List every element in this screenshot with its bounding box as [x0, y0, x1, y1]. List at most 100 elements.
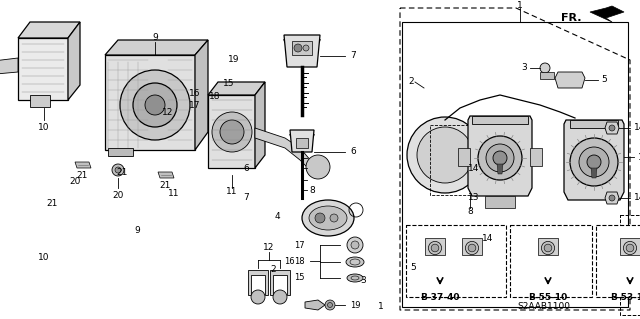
Bar — [402, 22, 628, 307]
Circle shape — [486, 144, 514, 172]
Circle shape — [493, 151, 507, 165]
Circle shape — [115, 167, 121, 173]
Polygon shape — [18, 22, 80, 38]
Polygon shape — [284, 35, 320, 67]
Circle shape — [623, 241, 637, 255]
Text: 6: 6 — [350, 147, 356, 157]
Circle shape — [212, 112, 252, 152]
Text: 21: 21 — [116, 168, 127, 177]
Circle shape — [540, 63, 550, 73]
Bar — [406, 225, 506, 297]
Bar — [108, 148, 133, 156]
Circle shape — [330, 214, 338, 222]
Text: 10: 10 — [38, 123, 50, 132]
Text: 21: 21 — [159, 182, 171, 190]
Ellipse shape — [347, 274, 363, 282]
Text: 16: 16 — [284, 256, 295, 265]
Circle shape — [303, 45, 309, 51]
Circle shape — [544, 244, 552, 252]
Polygon shape — [620, 238, 640, 255]
Polygon shape — [564, 120, 624, 200]
Bar — [540, 72, 554, 79]
Text: 17: 17 — [189, 101, 201, 110]
Circle shape — [325, 300, 335, 310]
Polygon shape — [538, 238, 558, 255]
Text: 21: 21 — [76, 172, 88, 181]
Polygon shape — [75, 162, 91, 168]
Bar — [485, 196, 515, 208]
Polygon shape — [255, 128, 312, 172]
Polygon shape — [105, 40, 208, 55]
Circle shape — [347, 237, 363, 253]
Text: 17: 17 — [294, 241, 305, 249]
Circle shape — [120, 70, 190, 140]
Text: 8: 8 — [310, 186, 315, 195]
Text: 15: 15 — [294, 273, 305, 283]
Ellipse shape — [346, 257, 364, 267]
Text: B-53-10: B-53-10 — [611, 293, 640, 301]
Polygon shape — [0, 58, 18, 75]
Polygon shape — [270, 270, 290, 295]
Text: FR.: FR. — [561, 13, 582, 23]
Polygon shape — [305, 300, 325, 310]
Polygon shape — [208, 95, 255, 168]
Text: 2: 2 — [408, 78, 413, 86]
Circle shape — [315, 213, 325, 223]
Bar — [596, 225, 640, 297]
Circle shape — [417, 127, 473, 183]
Circle shape — [465, 241, 479, 255]
Polygon shape — [555, 72, 585, 88]
Text: 5: 5 — [410, 263, 415, 272]
Polygon shape — [497, 164, 503, 174]
Circle shape — [273, 290, 287, 304]
Circle shape — [294, 44, 302, 52]
Text: S2AAB1100: S2AAB1100 — [518, 302, 570, 311]
Circle shape — [541, 241, 555, 255]
Text: 21: 21 — [47, 199, 58, 208]
Circle shape — [468, 244, 476, 252]
Text: 13: 13 — [638, 152, 640, 161]
Polygon shape — [462, 238, 482, 255]
Circle shape — [133, 83, 177, 127]
Polygon shape — [158, 172, 174, 178]
Text: 20: 20 — [70, 177, 81, 186]
Text: 11: 11 — [168, 189, 180, 198]
Text: 7: 7 — [244, 193, 249, 202]
Polygon shape — [591, 168, 597, 178]
Text: 18: 18 — [209, 92, 220, 101]
Bar — [530, 148, 542, 166]
Text: 8: 8 — [467, 207, 473, 217]
Polygon shape — [425, 238, 445, 255]
Text: 14: 14 — [634, 194, 640, 203]
Text: 19: 19 — [228, 55, 239, 63]
Text: 13: 13 — [468, 193, 479, 202]
Circle shape — [351, 241, 359, 249]
Circle shape — [112, 164, 124, 176]
Text: 15: 15 — [223, 79, 234, 88]
Ellipse shape — [309, 206, 347, 230]
Bar — [296, 138, 308, 148]
Circle shape — [407, 117, 483, 193]
Text: 1: 1 — [378, 302, 383, 311]
Polygon shape — [570, 120, 618, 128]
Bar — [30, 95, 50, 107]
Circle shape — [251, 290, 265, 304]
Text: 1: 1 — [517, 1, 523, 10]
Text: 6: 6 — [244, 164, 249, 173]
Polygon shape — [605, 122, 619, 134]
Text: 10: 10 — [38, 253, 49, 262]
Text: 12: 12 — [263, 243, 275, 253]
Circle shape — [587, 155, 601, 169]
Text: 3: 3 — [360, 276, 365, 285]
Bar — [620, 215, 640, 315]
Circle shape — [570, 138, 618, 186]
Polygon shape — [18, 38, 68, 100]
Bar — [458, 148, 470, 166]
Circle shape — [220, 120, 244, 144]
Text: 14: 14 — [482, 234, 493, 243]
Text: B-37-40: B-37-40 — [420, 293, 460, 301]
Text: B-55-10: B-55-10 — [529, 293, 568, 301]
Circle shape — [626, 244, 634, 252]
Text: 9: 9 — [152, 33, 158, 42]
Polygon shape — [248, 270, 268, 295]
